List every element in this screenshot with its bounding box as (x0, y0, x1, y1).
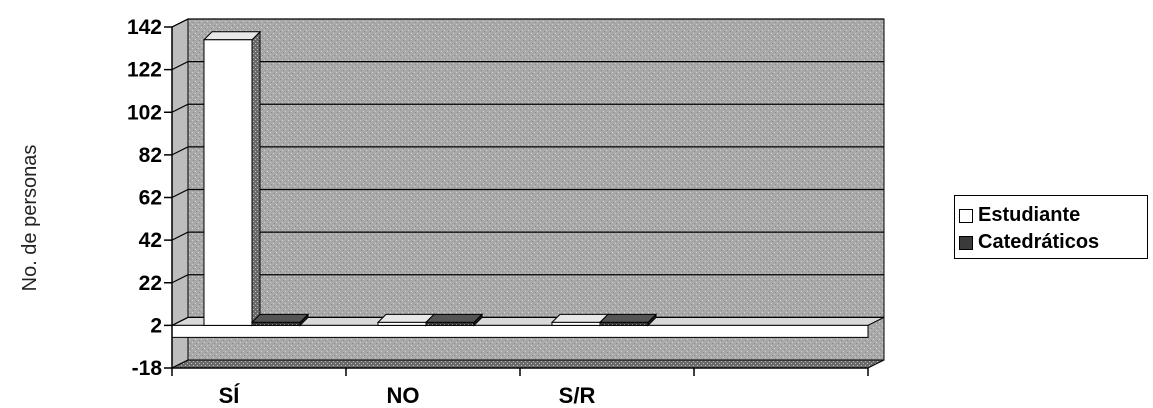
gridline (171, 103, 884, 113)
y-tick-label: 62 (139, 187, 162, 210)
y-tick-label: 82 (139, 144, 162, 167)
legend-swatch-catedraticos (959, 235, 973, 250)
gridline (171, 61, 884, 71)
x-tick-label: S/R (559, 383, 596, 408)
y-tick-label: 2 (150, 314, 162, 337)
bar-catedraticos-2 (598, 313, 658, 327)
gridline (171, 146, 884, 156)
bar-estudiante-0 (202, 30, 262, 327)
bar-catedraticos-0 (250, 313, 310, 327)
y-axis-label: No. de personas (19, 145, 41, 292)
gridline (171, 231, 884, 241)
x-tick-label: NO (387, 383, 420, 408)
floor-front (171, 324, 869, 338)
legend-label-catedraticos: Catedráticos (978, 231, 1100, 253)
bars (202, 30, 658, 327)
y-tick-label: 122 (127, 59, 162, 82)
legend: Estudiante Catedráticos (954, 195, 1148, 259)
gridline (171, 18, 884, 28)
x-tick-label: SÍ (219, 383, 241, 408)
legend-item-catedraticos: Catedráticos (959, 231, 1099, 254)
x-axis: SÍ NO S/R (171, 367, 869, 408)
y-tick-label: 22 (139, 272, 162, 295)
y-tick-label: 42 (139, 229, 162, 252)
y-tick-label: 142 (127, 16, 162, 39)
gridline (171, 188, 884, 199)
legend-swatch-estudiante (959, 208, 973, 223)
bar-catedraticos-1 (424, 313, 484, 327)
legend-item-estudiante: Estudiante (959, 204, 1080, 227)
gridline (171, 274, 884, 284)
legend-label-estudiante: Estudiante (978, 204, 1081, 226)
y-tick-label: 102 (127, 101, 162, 124)
y-tick-label: -18 (132, 357, 163, 380)
bottom-band (171, 359, 885, 369)
